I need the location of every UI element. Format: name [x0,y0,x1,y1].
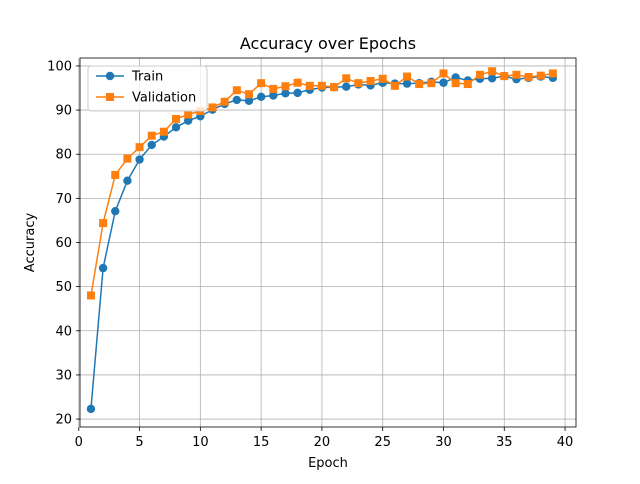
data-point-validation [244,90,253,99]
data-point-train [183,116,193,125]
data-point-validation [317,81,326,90]
x-tick-label: 20 [314,435,331,450]
x-tick-label: 40 [557,435,574,450]
x-tick-label: 15 [253,435,270,450]
data-point-validation [536,71,545,80]
y-axis-label: Accuracy [23,213,38,273]
chart-title: Accuracy over Epochs [240,34,416,53]
data-point-validation [403,72,412,81]
data-point-validation [208,103,217,112]
data-point-validation [390,81,399,90]
y-tick-label: 90 [55,104,72,119]
y-tick-label: 70 [55,192,72,207]
data-point-validation [548,69,557,78]
y-tick-label: 30 [55,368,72,383]
y-tick-label: 60 [55,236,72,251]
data-point-validation [330,83,339,92]
data-point-train [232,95,242,105]
data-point-validation [354,79,363,88]
x-tick-label: 35 [496,435,513,450]
legend-item-validation: Validation [96,91,196,106]
data-point-train [147,140,156,150]
legend-marker-validation [106,93,114,101]
data-point-validation [475,70,484,79]
series-layer [86,67,558,414]
data-point-train [171,123,181,132]
data-point-validation [427,79,436,88]
y-tick-label: 20 [55,413,72,428]
data-point-validation [172,114,181,123]
data-point-validation [512,70,521,79]
data-point-train [98,263,108,273]
data-point-validation [147,131,156,140]
data-point-validation [159,127,168,136]
data-point-train [86,404,96,414]
data-point-train [281,89,290,98]
data-point-validation [415,80,424,89]
data-point-validation [86,291,95,300]
data-point-validation [500,72,509,81]
data-point-train [135,155,144,164]
data-point-train [439,78,448,87]
tick-layer: 0 5 10 15 20 25 30 35 40 20 30 40 50 60 70 80 90 100 [47,59,573,450]
legend-label-train: Train [131,70,163,85]
x-tick-label: 10 [192,435,209,450]
series-validation [86,67,557,300]
data-point-validation [135,143,144,152]
x-tick-label: 30 [435,435,452,450]
legend: Train Validation [87,65,208,112]
data-point-validation [220,97,229,106]
data-point-validation [123,154,132,163]
y-tick-label: 80 [55,148,72,163]
x-tick-label: 5 [135,435,143,450]
legend-box [87,65,208,112]
data-point-validation [451,79,460,88]
y-tick-label: 40 [55,324,72,339]
legend-marker-train [105,71,115,81]
data-point-validation [281,82,290,91]
data-point-train [487,74,497,83]
data-point-train [293,88,302,98]
legend-item-train: Train [96,70,163,85]
data-point-train [256,92,266,102]
data-point-validation [463,80,472,89]
data-point-train [244,96,254,106]
data-point-train [269,91,278,100]
legend-label-validation: Validation [132,91,196,106]
data-point-validation [366,76,375,85]
data-point-validation [111,170,120,179]
x-tick-label: 0 [75,435,83,450]
data-point-validation [232,86,241,95]
data-point-train [123,176,132,185]
data-point-validation [524,72,533,81]
data-point-train [402,79,412,88]
data-point-validation [488,67,497,76]
data-point-validation [342,74,351,83]
data-point-train [111,206,120,216]
data-point-validation [184,110,193,119]
data-point-validation [269,84,278,93]
data-point-train [342,82,351,91]
data-point-validation [305,81,314,90]
y-tick-label: 50 [55,280,72,295]
data-point-validation [439,69,448,78]
x-tick-label: 25 [374,435,391,450]
y-tick-label: 100 [47,59,72,74]
data-point-validation [99,219,108,228]
data-point-validation [378,74,387,83]
data-point-validation [257,79,266,88]
data-point-validation [293,78,302,87]
x-axis-label: Epoch [308,456,348,471]
